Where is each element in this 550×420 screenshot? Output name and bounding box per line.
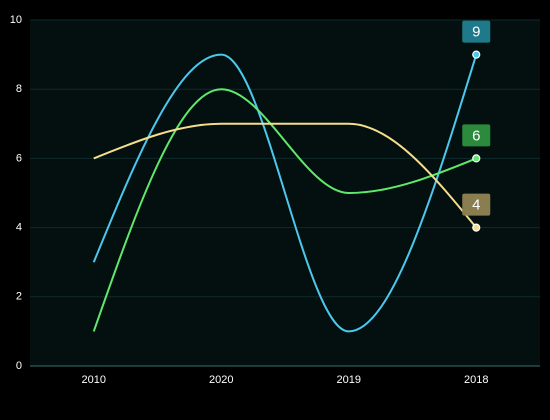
y-tick-label: 8 xyxy=(16,83,22,95)
x-tick-label: 2020 xyxy=(209,374,233,386)
end-label-box xyxy=(462,124,491,147)
line xyxy=(92,88,477,332)
line xyxy=(92,53,478,333)
x-tick-label: 2018 xyxy=(464,374,488,386)
y-tick-label: 0 xyxy=(16,360,22,372)
end-label: 9 xyxy=(472,24,480,41)
end-point xyxy=(472,223,481,232)
y-tick-label: 6 xyxy=(16,152,22,164)
end-point xyxy=(472,50,481,59)
end-label-box xyxy=(462,193,491,216)
end-label: 6 xyxy=(472,127,480,144)
end-label-box xyxy=(462,20,491,43)
x-tick-label: 2019 xyxy=(337,374,361,386)
y-tick-label: 4 xyxy=(16,222,22,234)
y-tick-label: 2 xyxy=(16,291,22,303)
end-label: 4 xyxy=(472,197,480,214)
y-tick-label: 10 xyxy=(10,14,22,26)
line xyxy=(93,122,478,229)
x-tick-label: 2010 xyxy=(82,374,106,386)
end-point xyxy=(472,154,481,163)
